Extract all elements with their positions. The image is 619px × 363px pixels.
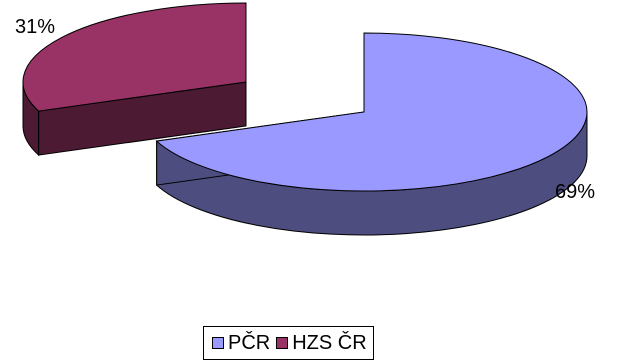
pie-slice-hzs <box>22 2 247 112</box>
legend: PČR HZS ČR <box>203 326 374 360</box>
pie-slice-pcr <box>155 32 588 192</box>
legend-item-pcr: PČR <box>212 332 270 355</box>
data-label-pcr: 69% <box>555 181 595 203</box>
legend-item-hzs: HZS ČR <box>276 331 367 355</box>
legend-swatch-hzs <box>276 337 289 349</box>
legend-swatch-pcr <box>212 337 224 349</box>
legend-label-pcr: PČR <box>228 331 271 354</box>
legend-label-hzs: HZS ČR <box>292 331 367 354</box>
data-label-hzs: 31% <box>15 16 55 38</box>
